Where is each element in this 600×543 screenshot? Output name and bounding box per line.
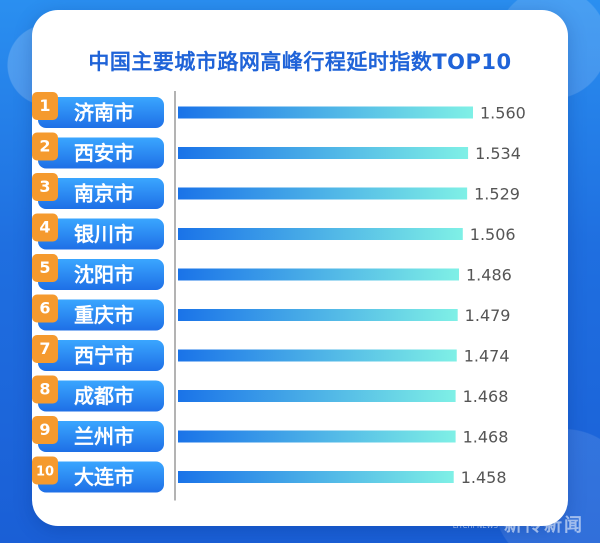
bar — [178, 349, 457, 362]
category-label: 西安市 — [74, 141, 134, 165]
watermark-small-text: LITCHI NEWS — [452, 522, 498, 530]
bar — [178, 390, 456, 402]
bar — [178, 147, 469, 159]
category-label: 银川市 — [74, 222, 134, 246]
category-label: 济南市 — [74, 101, 134, 125]
rank-badge — [32, 254, 58, 282]
rank-badge — [32, 335, 58, 363]
rank-number: 4 — [39, 218, 50, 237]
city-label-bg — [38, 421, 164, 452]
data-label: 1.458 — [461, 468, 507, 487]
category-label: 重庆市 — [74, 303, 134, 327]
watermark-text: 新传新闻 — [504, 515, 584, 536]
rank-number: 8 — [39, 380, 50, 399]
data-label: 1.506 — [470, 225, 516, 244]
rank-number: 9 — [39, 420, 50, 439]
city-label-bg — [38, 97, 164, 128]
data-label: 1.468 — [463, 428, 509, 447]
category-label: 兰州市 — [74, 425, 134, 449]
rank-number: 5 — [39, 258, 50, 277]
rank-badge — [32, 173, 58, 201]
rank-badge — [32, 294, 58, 323]
city-label-bg — [38, 340, 164, 371]
rank-badge — [32, 456, 58, 485]
watermark-logo: LITCHI NEWS 新传新闻 — [453, 511, 584, 537]
rank-number: 6 — [39, 299, 50, 318]
data-label: 1.468 — [463, 387, 509, 406]
rank-number: 7 — [39, 339, 50, 358]
bar — [178, 106, 473, 119]
city-label-bg — [38, 178, 164, 209]
city-label-bg — [38, 259, 164, 290]
city-label-bg — [38, 299, 164, 331]
rank-number: 3 — [39, 177, 50, 196]
chart-card: 中国主要城市路网高峰行程延时指数TOP10 1 济南市 1.560 2 西安市 1.534… — [32, 10, 568, 526]
rank-badge — [32, 213, 58, 242]
bar — [178, 228, 463, 240]
city-label-bg — [38, 461, 164, 493]
data-label: 1.534 — [475, 144, 521, 163]
bar — [178, 309, 458, 321]
category-label: 大连市 — [74, 465, 134, 489]
data-label: 1.529 — [474, 185, 520, 204]
bar — [178, 187, 468, 200]
rank-number: 1 — [39, 96, 50, 115]
bar — [178, 430, 456, 443]
data-label: 1.474 — [464, 347, 510, 366]
bar-chart: 1 济南市 1.560 2 西安市 1.534 3 南京市 1.529 4 银川市 1.506 5 沈阳市… — [32, 91, 526, 501]
bar — [178, 268, 460, 281]
data-label: 1.486 — [466, 266, 512, 285]
rank-number: 10 — [36, 465, 54, 480]
chart-title: 中国主要城市路网高峰行程延时指数TOP10 — [88, 50, 512, 74]
city-label-bg — [38, 218, 164, 250]
category-label: 成都市 — [74, 384, 134, 408]
city-label-bg — [38, 380, 164, 412]
category-label: 南京市 — [74, 182, 134, 206]
rank-badge — [32, 132, 58, 161]
rank-number: 2 — [39, 137, 50, 156]
rank-badge — [32, 92, 58, 120]
category-label: 沈阳市 — [74, 263, 134, 287]
data-label: 1.479 — [465, 306, 511, 325]
city-label-bg — [38, 137, 164, 169]
rank-badge — [32, 375, 58, 404]
bar — [178, 471, 454, 483]
category-label: 西宁市 — [74, 344, 134, 368]
rank-badge — [32, 416, 58, 444]
data-label: 1.560 — [480, 104, 526, 123]
